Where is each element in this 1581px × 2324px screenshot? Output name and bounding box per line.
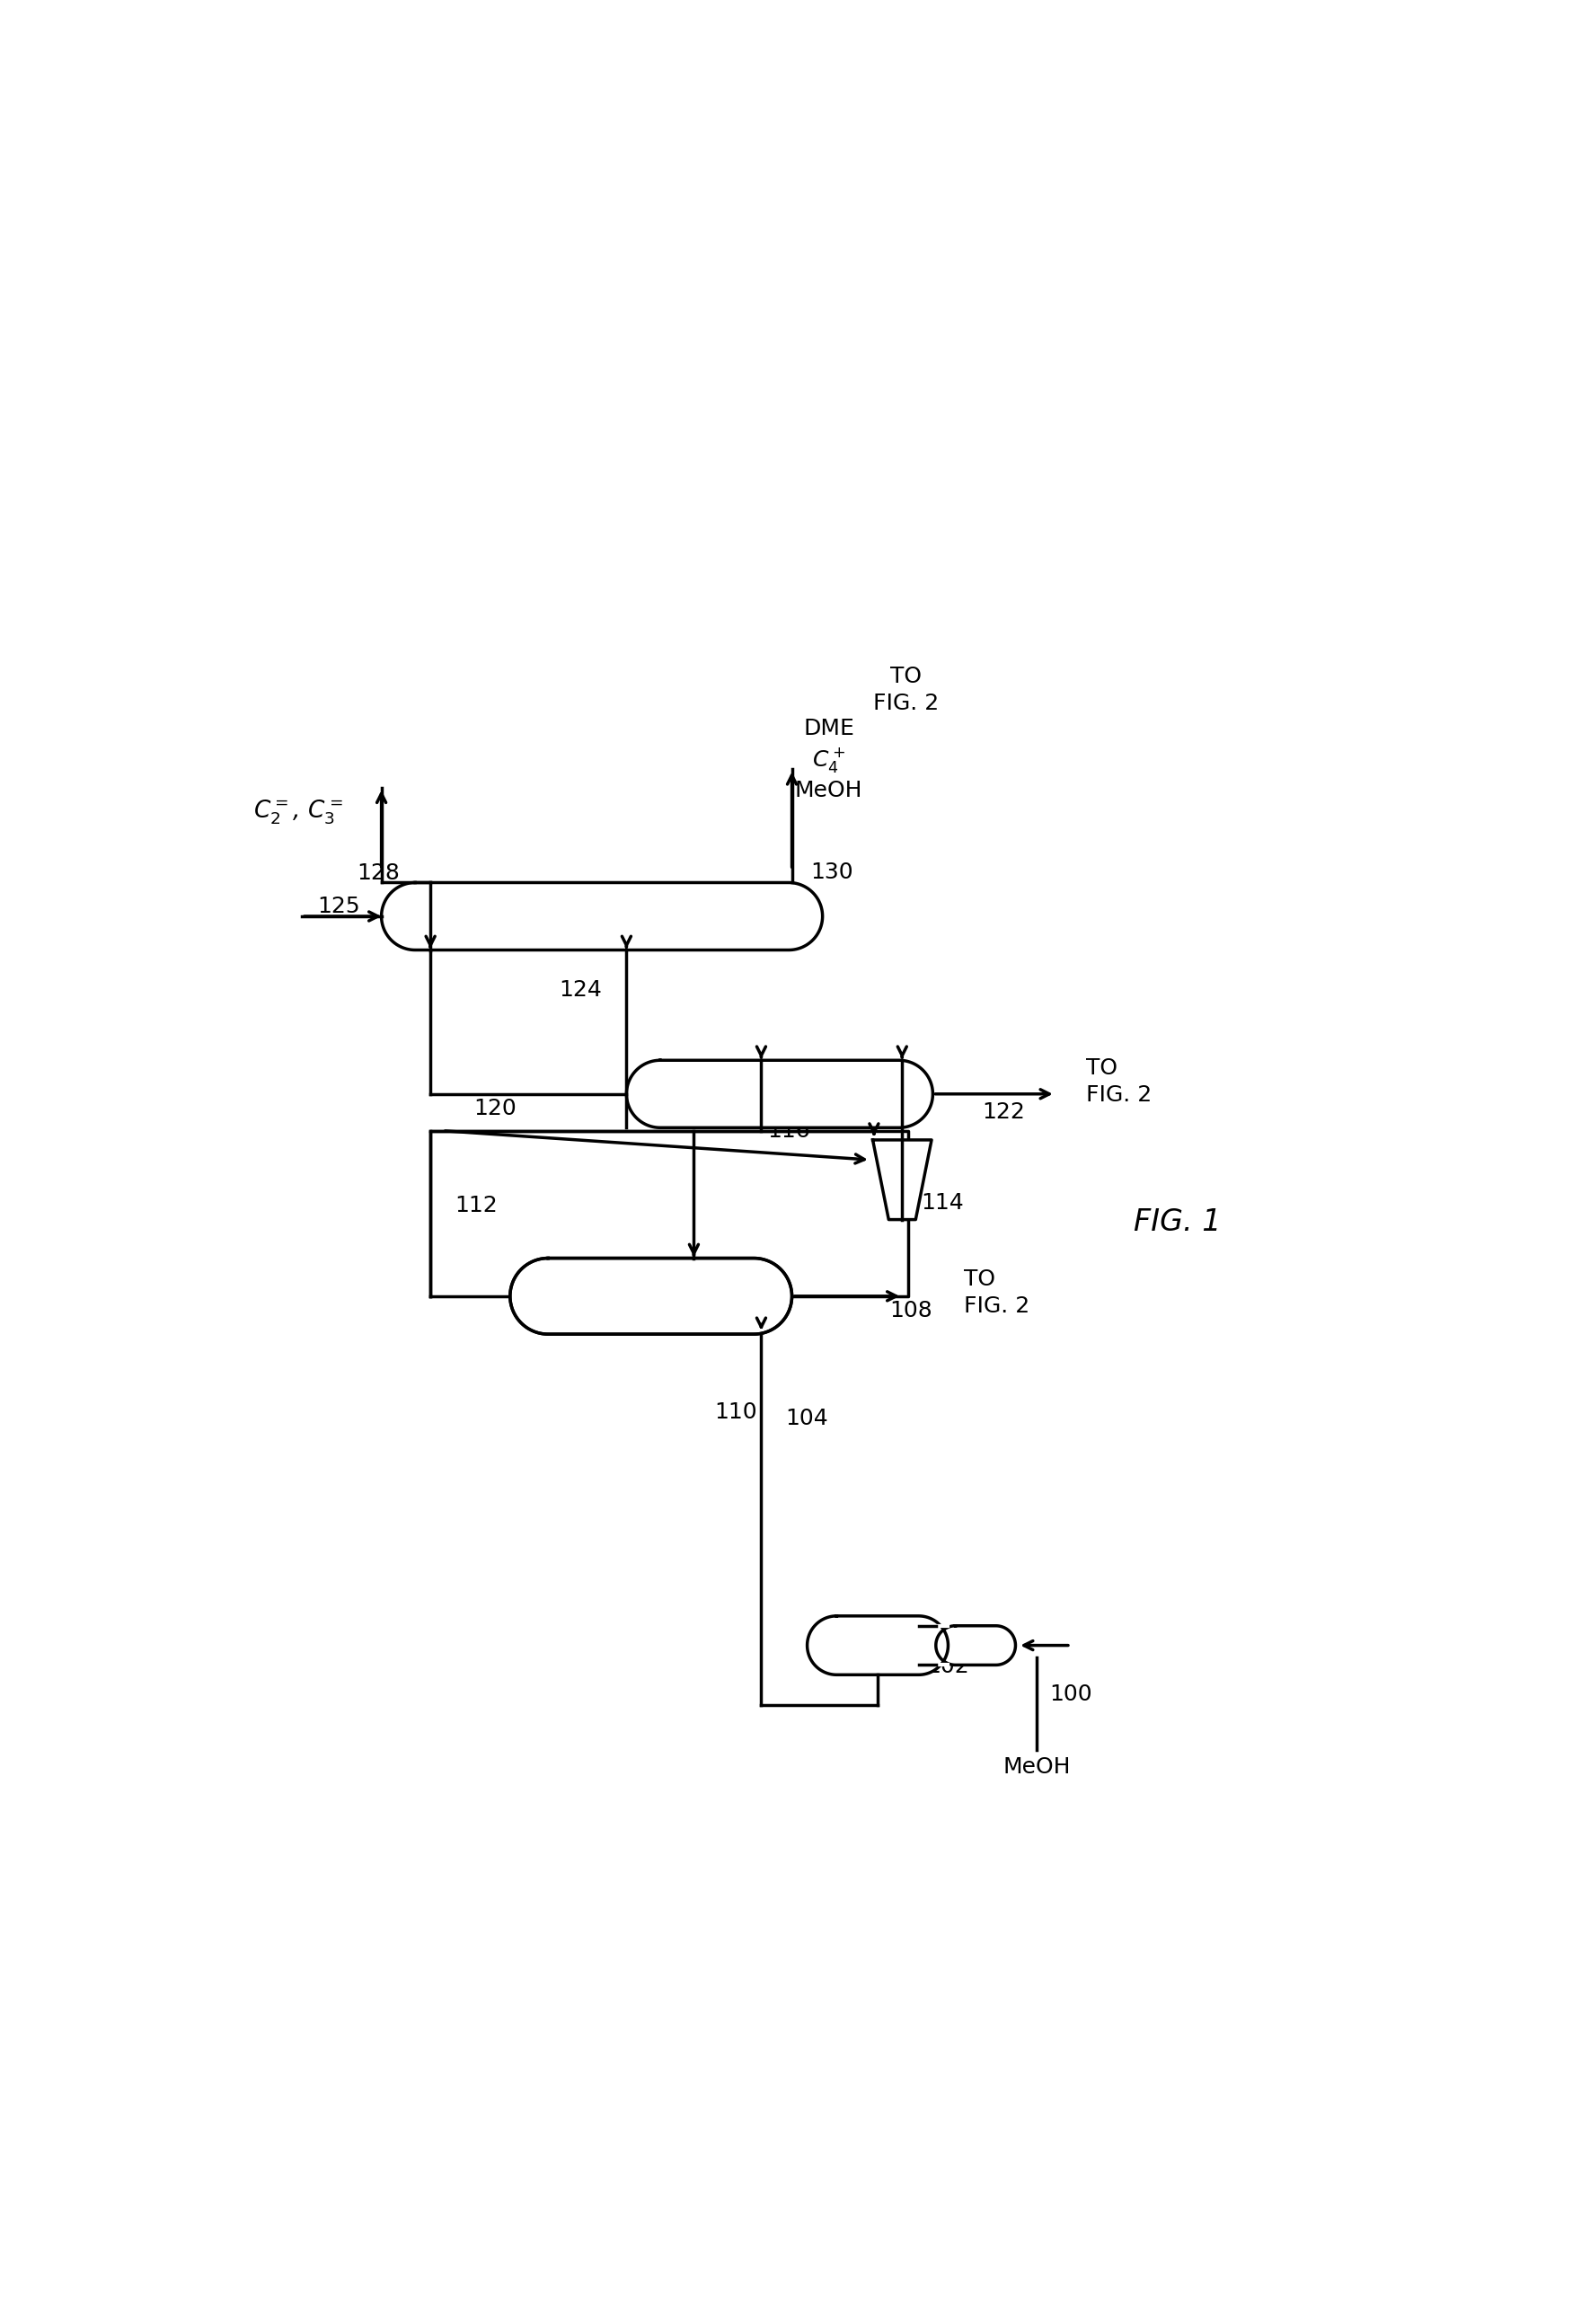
Polygon shape (936, 1627, 1015, 1664)
Polygon shape (381, 883, 822, 951)
Text: 128: 128 (357, 862, 400, 883)
Text: 114: 114 (920, 1192, 963, 1213)
Polygon shape (430, 1132, 907, 1297)
Polygon shape (511, 1257, 792, 1334)
Polygon shape (873, 1141, 931, 1220)
Text: 130: 130 (811, 862, 854, 883)
Text: 122: 122 (982, 1102, 1024, 1122)
Text: FIG. 1: FIG. 1 (1134, 1208, 1222, 1236)
Text: TO
FIG. 2: TO FIG. 2 (963, 1269, 1029, 1318)
Text: 126: 126 (587, 925, 631, 946)
Polygon shape (808, 1615, 949, 1676)
Text: 100: 100 (1050, 1683, 1092, 1706)
Polygon shape (626, 1060, 933, 1127)
Text: TO
FIG. 2: TO FIG. 2 (873, 665, 939, 713)
Text: TO
FIG. 2: TO FIG. 2 (1086, 1057, 1151, 1106)
Text: 112: 112 (455, 1195, 498, 1215)
Polygon shape (511, 1257, 792, 1334)
Text: 125: 125 (318, 895, 360, 918)
Text: 106: 106 (547, 1278, 590, 1299)
Text: 104: 104 (786, 1408, 828, 1429)
Text: 102: 102 (926, 1655, 969, 1678)
Text: 118: 118 (723, 1097, 765, 1120)
Text: 124: 124 (560, 978, 602, 1002)
Text: DME
$C_4^+$
MeOH: DME $C_4^+$ MeOH (795, 718, 863, 802)
Text: MeOH: MeOH (1002, 1757, 1070, 1778)
Text: 116: 116 (767, 1120, 811, 1141)
Text: 108: 108 (890, 1299, 933, 1322)
Text: 110: 110 (715, 1401, 757, 1422)
Text: $C_2^=$, $C_3^=$: $C_2^=$, $C_3^=$ (253, 797, 343, 827)
Text: 120: 120 (473, 1097, 517, 1120)
